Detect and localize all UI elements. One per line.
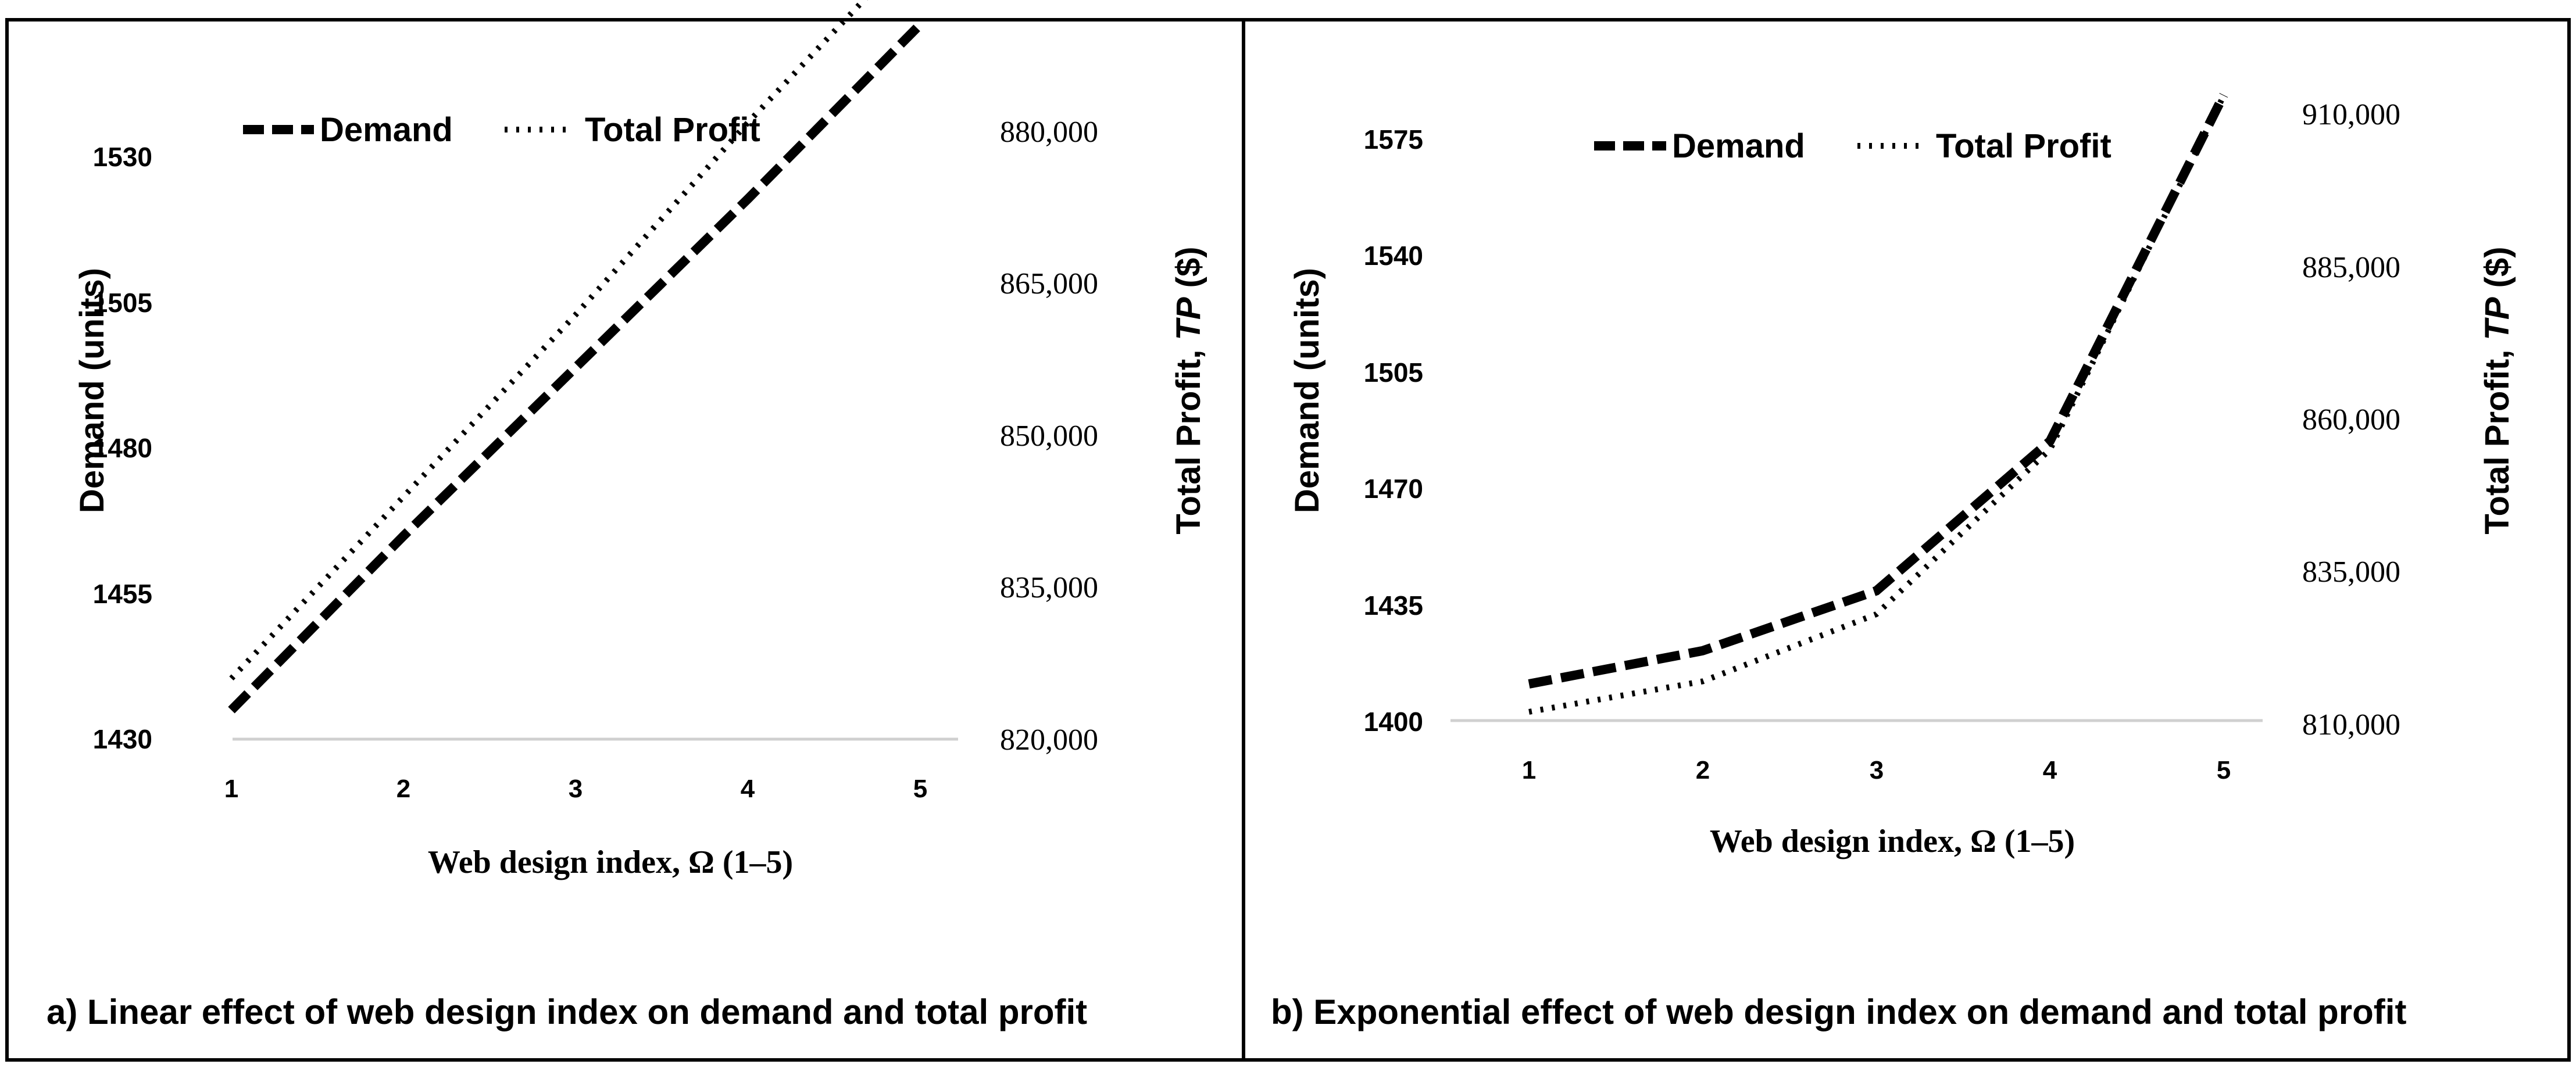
panel-b-total-profit-point-4 — [2049, 449, 2050, 450]
panel-b-y2-title-suffix: ($) — [2478, 246, 2516, 297]
panel-a-legend-profit-label: Total Profit — [585, 111, 760, 149]
panel-b-y-axis-title: Demand (units) — [1288, 268, 1326, 513]
panel-a-y-axis-title: Demand (units) — [73, 268, 111, 513]
panel-a-x-tick: 4 — [741, 775, 755, 803]
panel-a-y-tick: 1480 — [93, 433, 152, 463]
panel-a-y2-tick: 850,000 — [1000, 420, 1098, 453]
panel-b-y2-tick: 910,000 — [2302, 98, 2400, 131]
panel-b-y-tick: 1470 — [1364, 474, 1423, 504]
panel-a-y2-tick: 835,000 — [1000, 571, 1098, 604]
panel-b-legend-profit-label: Total Profit — [1936, 127, 2111, 165]
panel-b-demand-line — [1528, 93, 2228, 689]
panel-b-x-tick: 1 — [1522, 756, 1536, 784]
panel-a-legend: Demand Total Profit — [243, 111, 760, 149]
panel-b-legend-demand-label: Demand — [1672, 127, 1805, 165]
panel-b-y2-ticks: 810,000 835,000 860,000 885,000 910,000 — [2302, 98, 2400, 741]
panel-a-total-profit-point-2 — [403, 496, 404, 497]
panel-b-total-profit-line — [1528, 94, 2227, 715]
panel-a: 1430 1455 1480 1505 1530 820,000 835,000… — [47, 0, 1207, 1031]
panel-a-x-tick: 2 — [396, 775, 410, 803]
panel-b-data-points — [1528, 95, 2224, 712]
panel-a-y2-tick: 865,000 — [1000, 267, 1098, 300]
panel-b-y-tick: 1435 — [1364, 590, 1423, 621]
panel-a-demand-line — [228, 21, 924, 714]
panel-a-x-tick: 1 — [224, 775, 238, 803]
panel-b-legend: Demand Total Profit — [1594, 127, 2111, 165]
panel-a-y2-title-italic: TP — [1170, 297, 1207, 340]
panel-b-y-tick: 1505 — [1364, 357, 1423, 388]
panel-b-y2-tick: 860,000 — [2302, 403, 2400, 436]
panel-a-x-axis-title: Web design index, Ω (1–5) — [428, 844, 793, 880]
panel-a-demand-point-5 — [920, 24, 921, 25]
panel-a-x-tick: 5 — [913, 775, 927, 803]
panel-a-y-tick: 1505 — [93, 288, 152, 318]
panel-b-y-tick: 1540 — [1364, 241, 1423, 271]
panel-a-y2-axis-title: Total Profit, TP ($) — [1170, 246, 1207, 534]
panel-a-y-tick: 1430 — [93, 724, 152, 754]
panel-b-y-ticks: 1400 1435 1470 1505 1540 1575 — [1364, 124, 1423, 737]
panel-b-x-tick: 3 — [1870, 756, 1884, 784]
panel-b-y2-title-italic: TP — [2478, 297, 2516, 340]
panel-a-y2-title-prefix: Total Profit, — [1170, 341, 1207, 535]
panel-a-x-ticks: 1 2 3 4 5 — [224, 775, 927, 803]
panel-b-y2-tick: 885,000 — [2302, 251, 2400, 284]
panel-b-y-tick: 1400 — [1364, 707, 1423, 737]
panel-b-y2-axis-title: Total Profit, TP ($) — [2478, 246, 2516, 534]
figure-border — [5, 18, 2571, 1062]
panel-a-y2-title-suffix: ($) — [1170, 246, 1207, 297]
panel-b-y2-tick: 810,000 — [2302, 708, 2400, 741]
panel-a-y2-tick: 880,000 — [1000, 116, 1098, 149]
panel-b-x-tick: 5 — [2217, 756, 2231, 784]
panel-b-caption: b) Exponential effect of web design inde… — [1271, 993, 2406, 1031]
panel-b-x-tick: 4 — [2043, 756, 2057, 784]
panel-a-y2-tick: 820,000 — [1000, 723, 1098, 757]
panel-a-y-tick: 1455 — [93, 579, 152, 609]
panel-a-x-tick: 3 — [569, 775, 583, 803]
panel-b-y2-tick: 835,000 — [2302, 556, 2400, 589]
panel-b-y-tick: 1575 — [1364, 124, 1423, 155]
panel-a-caption: a) Linear effect of web design index on … — [47, 993, 1087, 1031]
panel-b-y2-title-prefix: Total Profit, — [2478, 341, 2516, 535]
panel-a-y2-ticks: 820,000 835,000 850,000 865,000 880,000 — [1000, 116, 1098, 757]
panel-a-y-tick: 1530 — [93, 142, 152, 172]
panel-b-x-tick: 2 — [1696, 756, 1710, 784]
panel-a-y-ticks: 1430 1455 1480 1505 1530 — [93, 142, 152, 754]
panel-a-total-profit-line — [229, 0, 868, 681]
panel-b-x-axis-title: Web design index, Ω (1–5) — [1710, 823, 2075, 859]
panel-a-demand-point-3 — [576, 367, 577, 368]
panel-b: 1400 1435 1470 1505 1540 1575 810,000 83… — [1271, 93, 2516, 1031]
panel-a-legend-demand-label: Demand — [320, 111, 453, 149]
panel-b-x-ticks: 1 2 3 4 5 — [1522, 756, 2231, 784]
